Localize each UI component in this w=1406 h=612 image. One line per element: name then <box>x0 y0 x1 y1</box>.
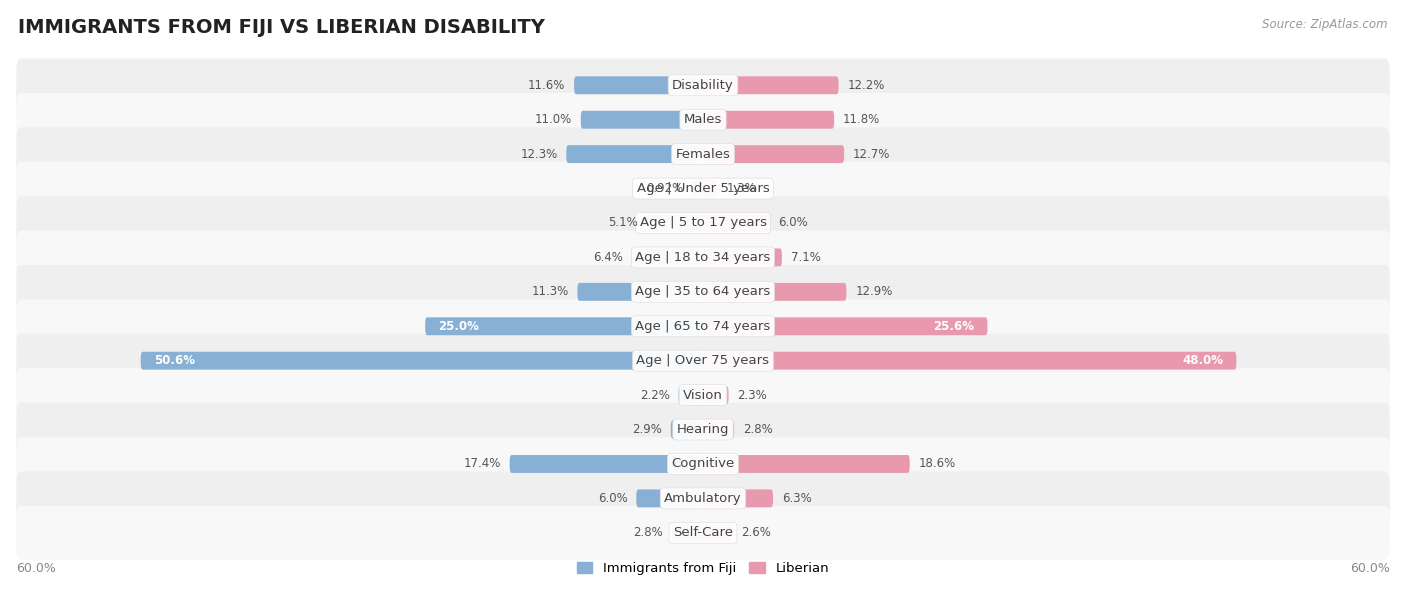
Text: Males: Males <box>683 113 723 126</box>
Text: 7.1%: 7.1% <box>790 251 821 264</box>
Text: 2.9%: 2.9% <box>633 423 662 436</box>
FancyBboxPatch shape <box>672 524 703 542</box>
FancyBboxPatch shape <box>703 283 846 300</box>
Text: Age | Under 5 years: Age | Under 5 years <box>637 182 769 195</box>
Text: 2.6%: 2.6% <box>741 526 770 539</box>
Text: Vision: Vision <box>683 389 723 401</box>
FancyBboxPatch shape <box>17 231 1389 284</box>
FancyBboxPatch shape <box>17 299 1389 353</box>
FancyBboxPatch shape <box>703 455 910 473</box>
Text: 18.6%: 18.6% <box>918 458 956 471</box>
FancyBboxPatch shape <box>703 352 1236 370</box>
FancyBboxPatch shape <box>17 196 1389 250</box>
Text: Age | 35 to 64 years: Age | 35 to 64 years <box>636 285 770 298</box>
Text: Age | 18 to 34 years: Age | 18 to 34 years <box>636 251 770 264</box>
FancyBboxPatch shape <box>578 283 703 300</box>
FancyBboxPatch shape <box>631 248 703 266</box>
FancyBboxPatch shape <box>703 386 728 404</box>
FancyBboxPatch shape <box>141 352 703 370</box>
Text: 6.3%: 6.3% <box>782 492 811 505</box>
FancyBboxPatch shape <box>703 179 717 198</box>
Text: 5.1%: 5.1% <box>607 217 637 230</box>
Text: Self-Care: Self-Care <box>673 526 733 539</box>
Text: 6.4%: 6.4% <box>593 251 623 264</box>
Text: 2.2%: 2.2% <box>640 389 669 401</box>
Text: 12.3%: 12.3% <box>520 147 557 160</box>
Text: 6.0%: 6.0% <box>598 492 627 505</box>
FancyBboxPatch shape <box>581 111 703 129</box>
FancyBboxPatch shape <box>693 179 703 198</box>
FancyBboxPatch shape <box>637 490 703 507</box>
Legend: Immigrants from Fiji, Liberian: Immigrants from Fiji, Liberian <box>571 556 835 580</box>
FancyBboxPatch shape <box>703 214 769 232</box>
FancyBboxPatch shape <box>703 317 987 335</box>
FancyBboxPatch shape <box>17 368 1389 422</box>
Text: 17.4%: 17.4% <box>464 458 501 471</box>
Text: 25.6%: 25.6% <box>934 320 974 333</box>
FancyBboxPatch shape <box>17 437 1389 491</box>
Text: 2.3%: 2.3% <box>738 389 768 401</box>
Text: 12.2%: 12.2% <box>848 79 884 92</box>
Text: Ambulatory: Ambulatory <box>664 492 742 505</box>
Text: Age | 5 to 17 years: Age | 5 to 17 years <box>640 217 766 230</box>
FancyBboxPatch shape <box>703 490 773 507</box>
FancyBboxPatch shape <box>17 506 1389 560</box>
FancyBboxPatch shape <box>647 214 703 232</box>
Text: Cognitive: Cognitive <box>672 458 734 471</box>
FancyBboxPatch shape <box>509 455 703 473</box>
FancyBboxPatch shape <box>703 420 734 438</box>
FancyBboxPatch shape <box>17 127 1389 181</box>
Text: Age | Over 75 years: Age | Over 75 years <box>637 354 769 367</box>
Text: 11.6%: 11.6% <box>527 79 565 92</box>
Text: Source: ZipAtlas.com: Source: ZipAtlas.com <box>1263 18 1388 31</box>
Text: Hearing: Hearing <box>676 423 730 436</box>
FancyBboxPatch shape <box>17 471 1389 525</box>
FancyBboxPatch shape <box>17 265 1389 319</box>
Text: 2.8%: 2.8% <box>742 423 773 436</box>
Text: IMMIGRANTS FROM FIJI VS LIBERIAN DISABILITY: IMMIGRANTS FROM FIJI VS LIBERIAN DISABIL… <box>18 18 546 37</box>
Text: 12.9%: 12.9% <box>855 285 893 298</box>
Text: 6.0%: 6.0% <box>779 217 808 230</box>
Text: 0.92%: 0.92% <box>647 182 683 195</box>
FancyBboxPatch shape <box>17 93 1389 146</box>
Text: 48.0%: 48.0% <box>1182 354 1223 367</box>
FancyBboxPatch shape <box>679 386 703 404</box>
Text: Age | 65 to 74 years: Age | 65 to 74 years <box>636 320 770 333</box>
FancyBboxPatch shape <box>425 317 703 335</box>
FancyBboxPatch shape <box>703 524 733 542</box>
Text: 12.7%: 12.7% <box>853 147 890 160</box>
FancyBboxPatch shape <box>17 59 1389 112</box>
Text: 50.6%: 50.6% <box>155 354 195 367</box>
Text: 11.0%: 11.0% <box>534 113 572 126</box>
FancyBboxPatch shape <box>574 76 703 94</box>
FancyBboxPatch shape <box>703 145 844 163</box>
FancyBboxPatch shape <box>17 162 1389 215</box>
Text: 2.8%: 2.8% <box>633 526 664 539</box>
Text: 25.0%: 25.0% <box>439 320 479 333</box>
FancyBboxPatch shape <box>567 145 703 163</box>
Text: 11.3%: 11.3% <box>531 285 568 298</box>
FancyBboxPatch shape <box>703 248 782 266</box>
FancyBboxPatch shape <box>703 76 838 94</box>
Text: 1.3%: 1.3% <box>727 182 756 195</box>
FancyBboxPatch shape <box>703 111 834 129</box>
Text: Disability: Disability <box>672 79 734 92</box>
FancyBboxPatch shape <box>17 403 1389 457</box>
Text: Females: Females <box>675 147 731 160</box>
FancyBboxPatch shape <box>17 334 1389 387</box>
Text: 11.8%: 11.8% <box>844 113 880 126</box>
FancyBboxPatch shape <box>671 420 703 438</box>
